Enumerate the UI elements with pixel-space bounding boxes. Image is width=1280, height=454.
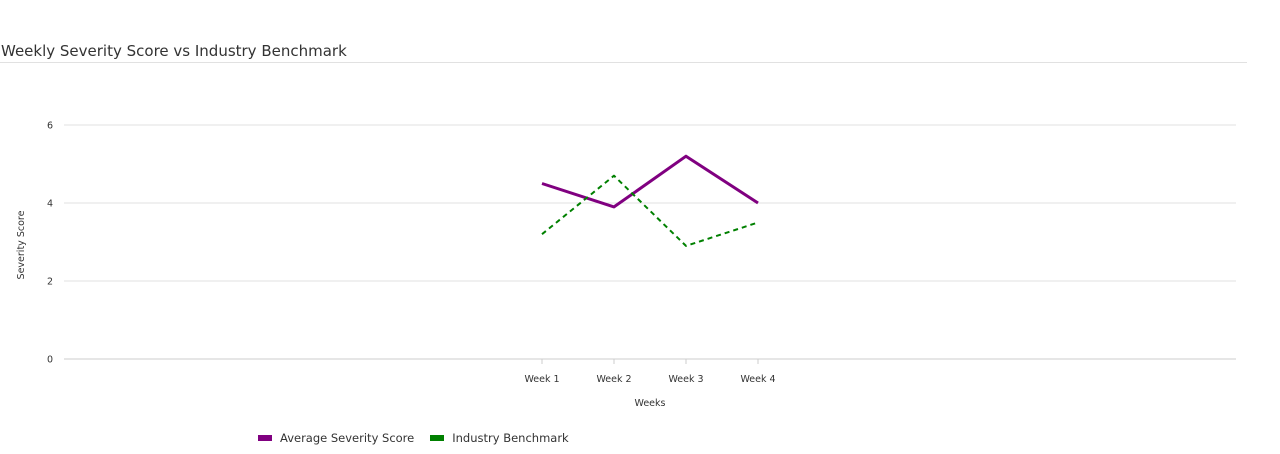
legend-label-series-1: Average Severity Score xyxy=(280,431,415,445)
y-axis-title: Severity Score xyxy=(16,210,27,279)
legend-label-series-2: Industry Benchmark xyxy=(452,431,569,445)
chart-header: Weekly Severity Score vs Industry Benchm… xyxy=(0,0,1247,63)
legend-swatch-series-2 xyxy=(430,435,445,441)
chart-title: Weekly Severity Score vs Industry Benchm… xyxy=(1,42,347,60)
series-line-2 xyxy=(541,174,759,247)
chart-legend: Average Severity Score Industry Benchmar… xyxy=(258,431,585,445)
x-tick-label-4: Week 4 xyxy=(740,374,775,385)
x-tick-label-3: Week 3 xyxy=(668,374,703,385)
x-axis-title: Weeks xyxy=(635,398,666,409)
legend-item-series-2[interactable]: Industry Benchmark xyxy=(430,431,569,445)
legend-swatch-series-1 xyxy=(258,435,272,441)
y-tick-label-2: 2 xyxy=(47,277,53,288)
x-tick-label-2: Week 2 xyxy=(596,374,631,385)
x-tick-label-1: Week 1 xyxy=(524,374,559,385)
y-tick-label-6: 6 xyxy=(47,121,53,132)
y-tick-label-0: 0 xyxy=(47,355,53,366)
y-tick-label-4: 4 xyxy=(47,199,53,210)
legend-item-series-1[interactable]: Average Severity Score xyxy=(258,431,414,445)
series-line-1 xyxy=(541,154,759,209)
